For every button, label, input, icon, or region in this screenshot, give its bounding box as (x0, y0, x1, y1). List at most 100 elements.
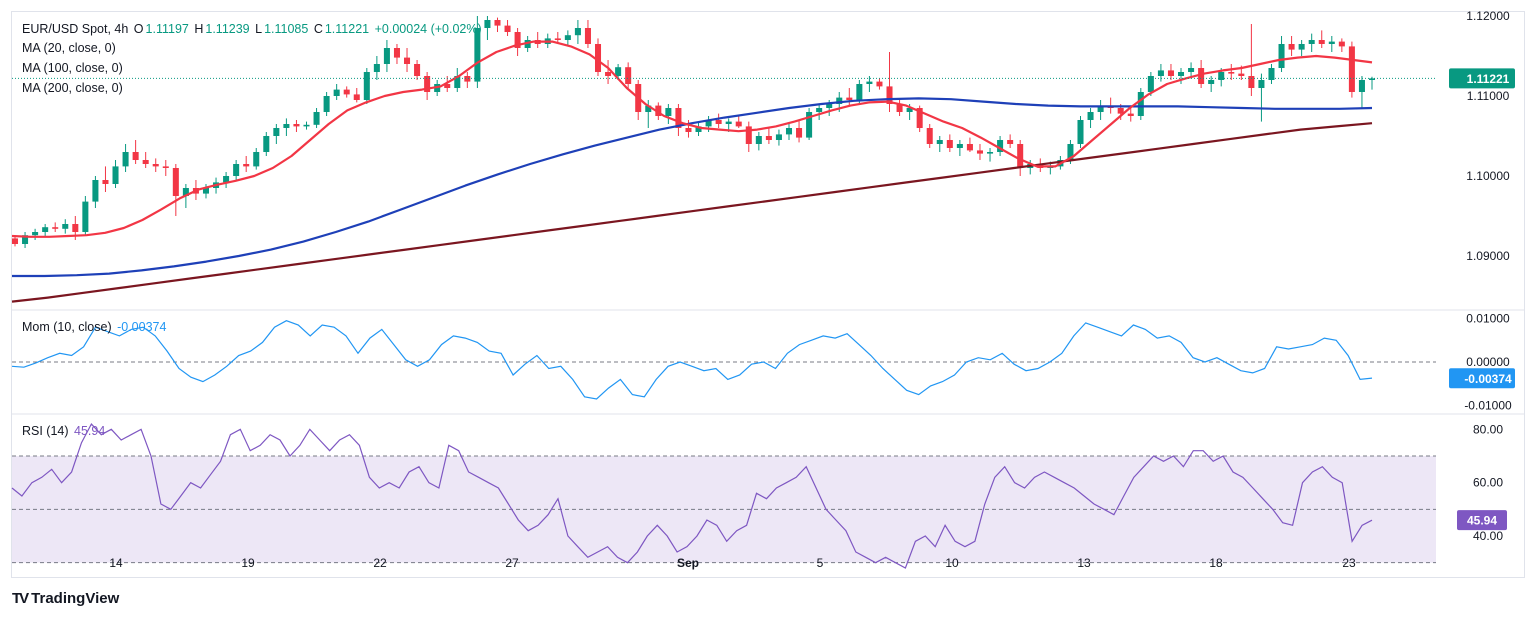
candle-body (1177, 72, 1185, 76)
rsi-legend-label: RSI (14) (22, 424, 69, 438)
rsi-tick-label: 60.00 (1473, 476, 1503, 490)
low-label: L (255, 22, 263, 36)
price-tick-label: 1.10000 (1466, 169, 1510, 183)
candle-body (42, 227, 49, 232)
rsi-legend[interactable]: RSI (14) 45.94 (22, 422, 107, 440)
candle-body (605, 72, 612, 76)
price-tick-label: 1.11000 (1467, 89, 1510, 103)
candle-body (745, 126, 752, 144)
candle-body (816, 108, 823, 112)
candle-body (52, 227, 59, 229)
mom-tick-label: -0.01000 (1464, 398, 1512, 412)
candle-body (1348, 46, 1355, 92)
candle-body (182, 188, 189, 196)
candle-body (1298, 44, 1305, 50)
candle-body (1157, 70, 1164, 76)
x-tick-label: 5 (817, 556, 824, 570)
candle-body (223, 176, 230, 183)
close-value: 1.11221 (324, 22, 370, 36)
rsi-legend-value: 45.94 (74, 424, 106, 438)
candle-body (1017, 144, 1024, 168)
candle-body (22, 235, 29, 244)
ma20-legend[interactable]: MA (20, close, 0) (22, 41, 116, 55)
candle-body (233, 164, 240, 176)
candle-body (263, 136, 270, 152)
ma200-line (11, 122, 1373, 303)
high-label: H (194, 22, 204, 36)
candle-body (1288, 44, 1295, 50)
x-tick-label: 27 (505, 556, 519, 570)
candle-body (846, 97, 853, 100)
mom-last-label: -0.00374 (1464, 372, 1512, 386)
candle-body (313, 112, 320, 125)
change-value: +0.00024 (+0.02%) (374, 22, 482, 36)
candle-body (353, 94, 360, 100)
mom-legend[interactable]: Mom (10, close) -0.00374 (22, 318, 168, 336)
x-tick-label: 19 (241, 556, 255, 570)
candle-body (1167, 70, 1174, 76)
candle-body (1338, 41, 1345, 47)
candle-body (796, 128, 803, 138)
candle-body (424, 76, 431, 92)
candle-body (685, 128, 692, 132)
candle-body (1198, 68, 1205, 84)
x-tick-label: 10 (945, 556, 959, 570)
high-value: 1.11239 (205, 22, 250, 36)
candle-body (966, 144, 973, 151)
candle-body (1147, 76, 1154, 92)
candle-body (1007, 140, 1014, 144)
price-tick-label: 1.12000 (1466, 9, 1510, 23)
candle-body (273, 128, 280, 136)
candle-body (775, 134, 782, 140)
candle-body (152, 164, 159, 167)
candle-body (705, 120, 712, 127)
candle-body (1308, 40, 1315, 44)
x-tick-label: 13 (1077, 556, 1091, 570)
candle-body (333, 89, 340, 96)
candle-body (343, 89, 350, 95)
candle-body (916, 108, 923, 128)
candle-body (303, 124, 310, 127)
candle-body (1258, 80, 1265, 88)
candle-body (826, 104, 833, 108)
candle-body (806, 112, 813, 138)
candle-body (474, 28, 481, 82)
candle-body (393, 48, 400, 58)
candle-body (132, 152, 139, 160)
ma200-legend[interactable]: MA (200, close, 0) (22, 81, 123, 95)
symbol-title: EUR/USD Spot, 4h (22, 22, 129, 36)
candle-body (856, 84, 863, 100)
candle-body (112, 166, 119, 184)
candle-body (886, 86, 893, 104)
rsi-last-label: 45.94 (1467, 514, 1497, 528)
candle-body (675, 108, 682, 128)
candle-body (373, 64, 380, 72)
candle-body (202, 188, 210, 194)
candle-body (725, 121, 732, 124)
candle-body (102, 180, 109, 184)
tradingview-brand[interactable]: TV TradingView (12, 590, 119, 607)
ma100-legend[interactable]: MA (100, close, 0) (22, 61, 123, 75)
mom-line (11, 320, 1373, 400)
candle-body (1278, 44, 1285, 68)
candle-body (876, 81, 883, 87)
candle-body (142, 160, 149, 164)
candle-body (172, 168, 179, 196)
x-tick-label: Sep (677, 556, 699, 570)
open-value: 1.11197 (145, 22, 189, 36)
candle-body (1077, 120, 1084, 144)
last-price-tag (1449, 68, 1515, 89)
candle-body (283, 124, 290, 128)
candle-body (665, 108, 672, 116)
tradingview-wordmark: TradingView (31, 590, 120, 607)
candle-body (765, 136, 772, 140)
candle-body (1117, 108, 1124, 114)
mom-legend-label: Mom (10, close) (22, 320, 112, 334)
candle-body (866, 81, 873, 84)
candle-body (987, 152, 994, 154)
candle-body (444, 84, 451, 88)
candle-body (574, 28, 581, 36)
candles-group (11, 16, 1376, 248)
candle-body (715, 120, 722, 124)
